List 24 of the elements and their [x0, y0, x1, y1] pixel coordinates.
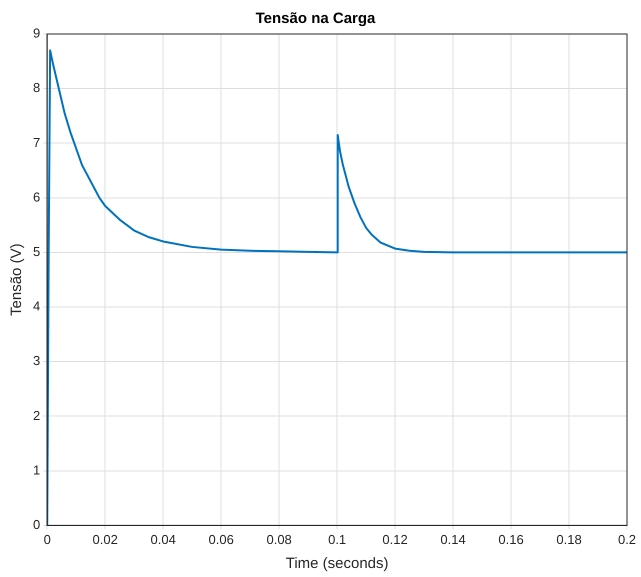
y-tick-label: 9	[32, 26, 40, 41]
x-tick-label: 0.2	[618, 532, 636, 547]
y-tick-label: 6	[32, 189, 40, 204]
y-tick-label: 4	[32, 298, 40, 314]
x-tick-label: 0.16	[498, 532, 524, 547]
y-tick-label: 0	[32, 516, 40, 532]
y-tick-label: 7	[32, 134, 40, 150]
x-tick-label: 0.02	[92, 532, 118, 547]
x-tick-label: 0.12	[382, 532, 408, 547]
x-tick-label: 0.06	[208, 532, 234, 547]
x-tick-label: 0.1	[328, 532, 346, 547]
y-tick-label: 3	[32, 353, 40, 368]
y-tick-label: 8	[32, 80, 40, 96]
y-axis-title: Tensão (V)	[8, 243, 26, 316]
chart-title: Tensão na Carga	[256, 10, 376, 28]
y-tick-label: 2	[32, 408, 40, 423]
y-tick-label: 1	[32, 462, 40, 478]
x-tick-label: 0.08	[266, 532, 292, 547]
x-tick-label: 0	[44, 532, 51, 547]
x-axis-title: Time (seconds)	[286, 555, 389, 572]
y-tick-label: 5	[32, 244, 40, 259]
x-tick-label: 0.04	[150, 532, 176, 547]
x-tick-label: 0.14	[440, 532, 466, 547]
x-tick-label: 0.18	[556, 532, 582, 547]
